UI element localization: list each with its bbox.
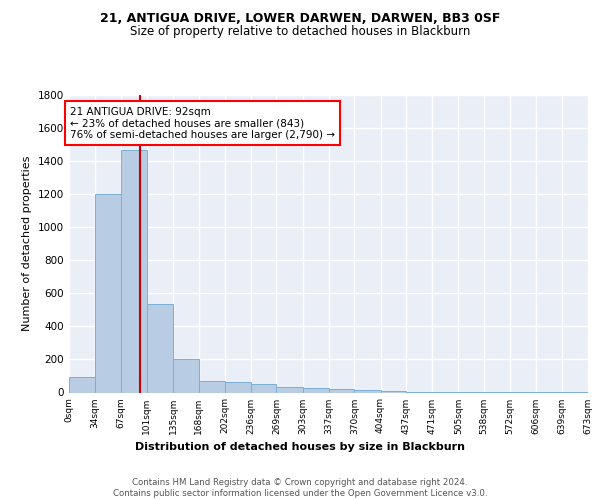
Bar bbox=[380, 391, 406, 392]
Text: Size of property relative to detached houses in Blackburn: Size of property relative to detached ho… bbox=[130, 25, 470, 38]
Bar bbox=[147, 304, 173, 392]
Bar bbox=[225, 382, 251, 392]
Bar bbox=[173, 358, 199, 392]
Bar bbox=[251, 384, 277, 392]
Bar bbox=[121, 150, 147, 392]
Bar bbox=[69, 377, 95, 392]
Bar bbox=[95, 194, 121, 392]
Bar bbox=[355, 390, 380, 392]
Bar bbox=[199, 381, 225, 392]
Bar bbox=[329, 389, 355, 392]
Y-axis label: Number of detached properties: Number of detached properties bbox=[22, 156, 32, 332]
Text: Distribution of detached houses by size in Blackburn: Distribution of detached houses by size … bbox=[135, 442, 465, 452]
Bar bbox=[302, 388, 329, 392]
Bar bbox=[277, 386, 302, 392]
Text: 21, ANTIGUA DRIVE, LOWER DARWEN, DARWEN, BB3 0SF: 21, ANTIGUA DRIVE, LOWER DARWEN, DARWEN,… bbox=[100, 12, 500, 26]
Text: 21 ANTIGUA DRIVE: 92sqm
← 23% of detached houses are smaller (843)
76% of semi-d: 21 ANTIGUA DRIVE: 92sqm ← 23% of detache… bbox=[70, 106, 335, 140]
Text: Contains HM Land Registry data © Crown copyright and database right 2024.
Contai: Contains HM Land Registry data © Crown c… bbox=[113, 478, 487, 498]
